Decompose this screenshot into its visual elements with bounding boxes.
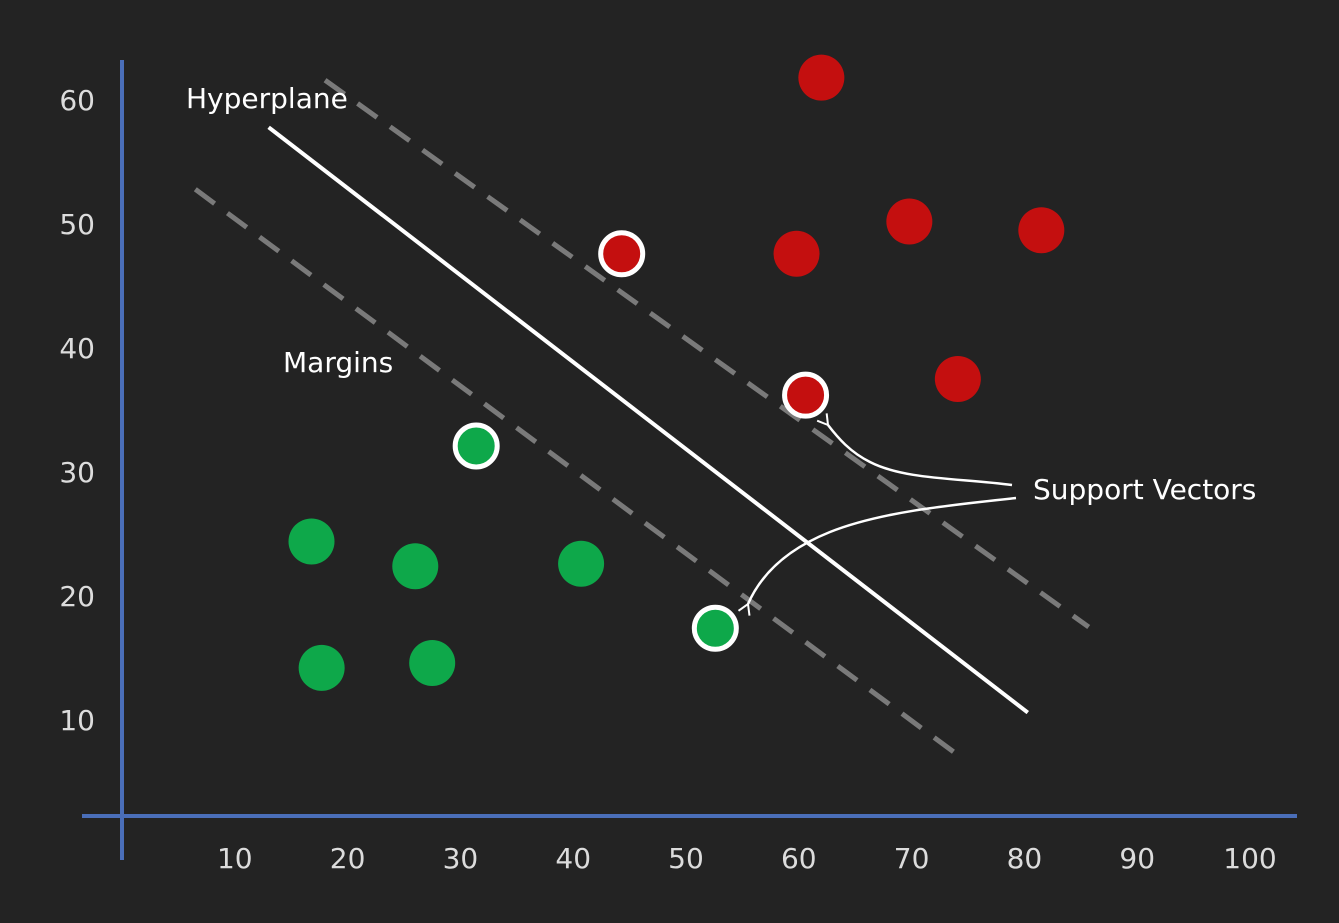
y-tick-label: 10 (59, 704, 95, 737)
data-point (288, 518, 335, 565)
hyperplane-label: Hyperplane (186, 82, 348, 115)
y-tick-label: 50 (59, 208, 95, 241)
data-point (392, 543, 439, 590)
x-tick-label: 100 (1223, 842, 1276, 875)
support-vector-point (691, 604, 739, 652)
y-tick-label: 40 (59, 332, 95, 365)
support-vectors-label: Support Vectors (1033, 473, 1256, 506)
x-tick-label: 60 (781, 842, 817, 875)
data-point (298, 644, 345, 691)
data-point (934, 356, 981, 402)
data-point (409, 639, 456, 686)
data-point (798, 54, 845, 101)
y-tick-label: 30 (59, 456, 95, 489)
x-tick-label: 10 (217, 842, 253, 875)
x-tick-label: 70 (894, 842, 930, 875)
margin-line (323, 78, 1091, 630)
y-tick-label: 60 (59, 84, 95, 117)
x-tick-label: 30 (443, 842, 479, 875)
support-vector-point (598, 230, 646, 278)
data-point (1018, 207, 1065, 254)
support-vector-arrow-upper (816, 413, 1013, 487)
margins-label: Margins (283, 346, 393, 379)
y-tick-label: 20 (59, 580, 95, 613)
data-point (886, 198, 933, 245)
support-vector-point (452, 422, 500, 470)
data-point (773, 230, 820, 277)
support-vector-point (782, 371, 830, 419)
hyperplane-line (267, 125, 1030, 715)
x-tick-label: 20 (330, 842, 366, 875)
x-tick-label: 80 (1007, 842, 1043, 875)
support-vector-arrow-lower (737, 496, 1017, 616)
x-tick-label: 40 (555, 842, 591, 875)
x-tick-label: 50 (668, 842, 704, 875)
x-tick-label: 90 (1119, 842, 1155, 875)
data-point (558, 540, 605, 587)
